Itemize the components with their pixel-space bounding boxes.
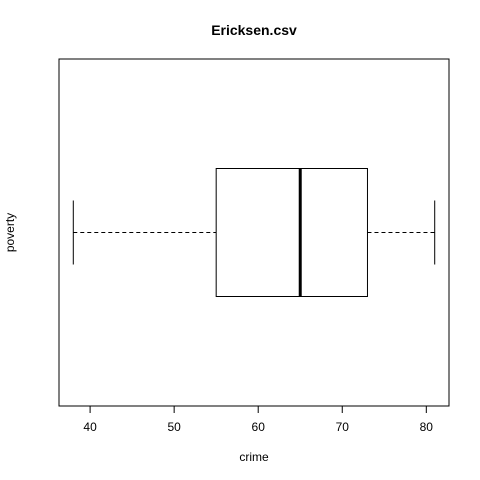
chart-title: Ericksen.csv — [211, 22, 297, 38]
interquartile-box — [215, 168, 368, 297]
x-tick-label: 70 — [336, 420, 350, 434]
x-tick-label: 50 — [167, 420, 181, 434]
boxplot — [72, 168, 436, 297]
x-tick-label: 80 — [420, 420, 434, 434]
x-axis-label: crime — [239, 450, 269, 464]
y-axis-label: poverty — [3, 213, 17, 252]
x-axis: 40 50 60 70 80 — [83, 405, 434, 434]
x-tick-label: 60 — [252, 420, 266, 434]
x-tick-label: 40 — [83, 420, 97, 434]
